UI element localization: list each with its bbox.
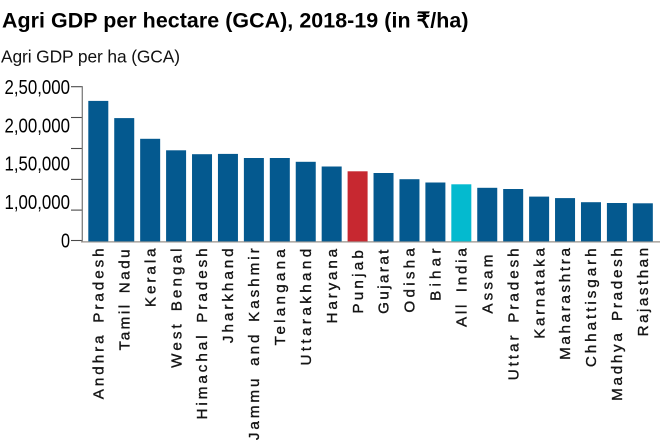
- svg-text:Tamil Nadu: Tamil Nadu: [116, 247, 133, 350]
- svg-text:Telangana: Telangana: [272, 246, 289, 345]
- svg-text:Chhattisgarh: Chhattisgarh: [583, 245, 600, 367]
- svg-text:2,00,000: 2,00,000: [5, 115, 71, 137]
- svg-text:Gujarat: Gujarat: [376, 247, 393, 314]
- svg-text:Punjab: Punjab: [350, 247, 367, 314]
- svg-text:Uttarakhand: Uttarakhand: [298, 245, 315, 365]
- svg-text:Rajasthan: Rajasthan: [635, 245, 652, 336]
- svg-text:Jammu and Kashmir: Jammu and Kashmir: [246, 245, 263, 440]
- svg-text:1,00,000: 1,00,000: [5, 192, 71, 214]
- svg-text:Karnataka: Karnataka: [531, 245, 548, 338]
- svg-text:Odisha: Odisha: [402, 245, 419, 313]
- svg-text:Assam: Assam: [479, 251, 496, 313]
- svg-text:Uttar Pradesh: Uttar Pradesh: [505, 245, 522, 380]
- svg-text:Himachal Pradesh: Himachal Pradesh: [194, 245, 211, 419]
- svg-text:Agri GDP per ha (GCA): Agri GDP per ha (GCA): [1, 47, 180, 67]
- svg-text:Haryana: Haryana: [324, 246, 341, 323]
- svg-text:Agri GDP per hectare (GCA), 20: Agri GDP per hectare (GCA), 2018-19 (in …: [2, 9, 469, 33]
- svg-text:Madhya Pradesh: Madhya Pradesh: [609, 245, 626, 400]
- svg-text:Jharkhand: Jharkhand: [220, 245, 237, 343]
- svg-text:Kerala: Kerala: [142, 245, 159, 307]
- svg-text:1,50,000: 1,50,000: [5, 154, 71, 176]
- svg-text:Maharashtra: Maharashtra: [557, 245, 574, 360]
- svg-text:All India: All India: [454, 245, 471, 327]
- svg-text:West Bengal: West Bengal: [168, 245, 185, 367]
- svg-text:Bihar: Bihar: [428, 244, 445, 300]
- svg-text:0: 0: [61, 230, 70, 252]
- svg-text:2,50,000: 2,50,000: [5, 77, 71, 99]
- svg-text:Andhra Pradesh: Andhra Pradesh: [91, 245, 108, 399]
